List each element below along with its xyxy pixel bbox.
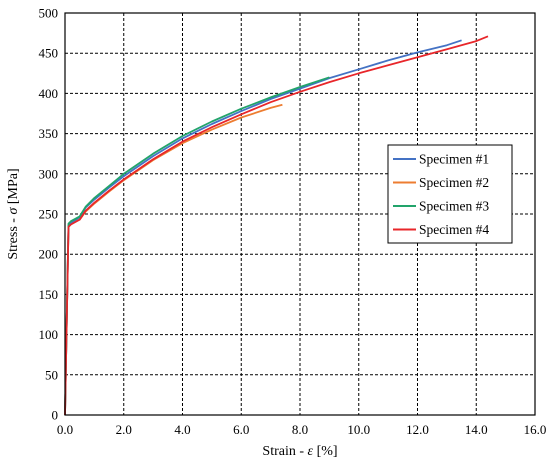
series-line-specimen-4 (64, 35, 489, 416)
y-tick-label: 500 (39, 6, 59, 21)
x-tick-label: 2.0 (116, 422, 132, 437)
legend-label: Specimen #1 (419, 152, 489, 167)
legend-label: Specimen #2 (419, 175, 489, 190)
legend: Specimen #1 Specimen #2 Specimen #3 Specime… (387, 144, 513, 244)
legend-label: Specimen #3 (419, 199, 489, 214)
y-tick-label: 0 (52, 408, 59, 423)
x-tick-label: 12.0 (406, 422, 429, 437)
series-line-specimen-2 (64, 103, 283, 416)
x-tick-label: 0.0 (57, 422, 73, 437)
y-tick-label: 150 (39, 287, 59, 302)
x-tick-label: 4.0 (174, 422, 190, 437)
y-tick-label: 400 (39, 86, 59, 101)
legend-box (387, 144, 513, 244)
y-tick-label: 100 (39, 327, 59, 342)
y-axis-title: Stress - σ [MPa] (6, 168, 21, 259)
y-tick-label: 200 (39, 247, 59, 262)
series-lines (64, 35, 489, 416)
x-tick-label: 14.0 (465, 422, 488, 437)
series-line-specimen-3 (64, 76, 330, 416)
x-tick-label: 10.0 (347, 422, 370, 437)
plot-area-frame (64, 12, 536, 416)
y-tick-label: 250 (39, 207, 59, 222)
y-tick-label: 50 (45, 367, 58, 382)
legend-label: Specimen #4 (419, 222, 489, 237)
x-tick-label: 6.0 (233, 422, 249, 437)
x-axis-title: Strain - ε [%] (262, 444, 337, 459)
x-tick-label: 8.0 (292, 422, 308, 437)
y-tick-label: 300 (39, 166, 59, 181)
y-tick-label: 350 (39, 126, 59, 141)
y-tick-label: 450 (39, 46, 59, 61)
x-tick-label: 16.0 (524, 422, 547, 437)
tick-labels: 0.0 2.0 4.0 6.0 8.0 10.0 12.0 14.0 16.0 0 50 100 150… (39, 6, 547, 438)
